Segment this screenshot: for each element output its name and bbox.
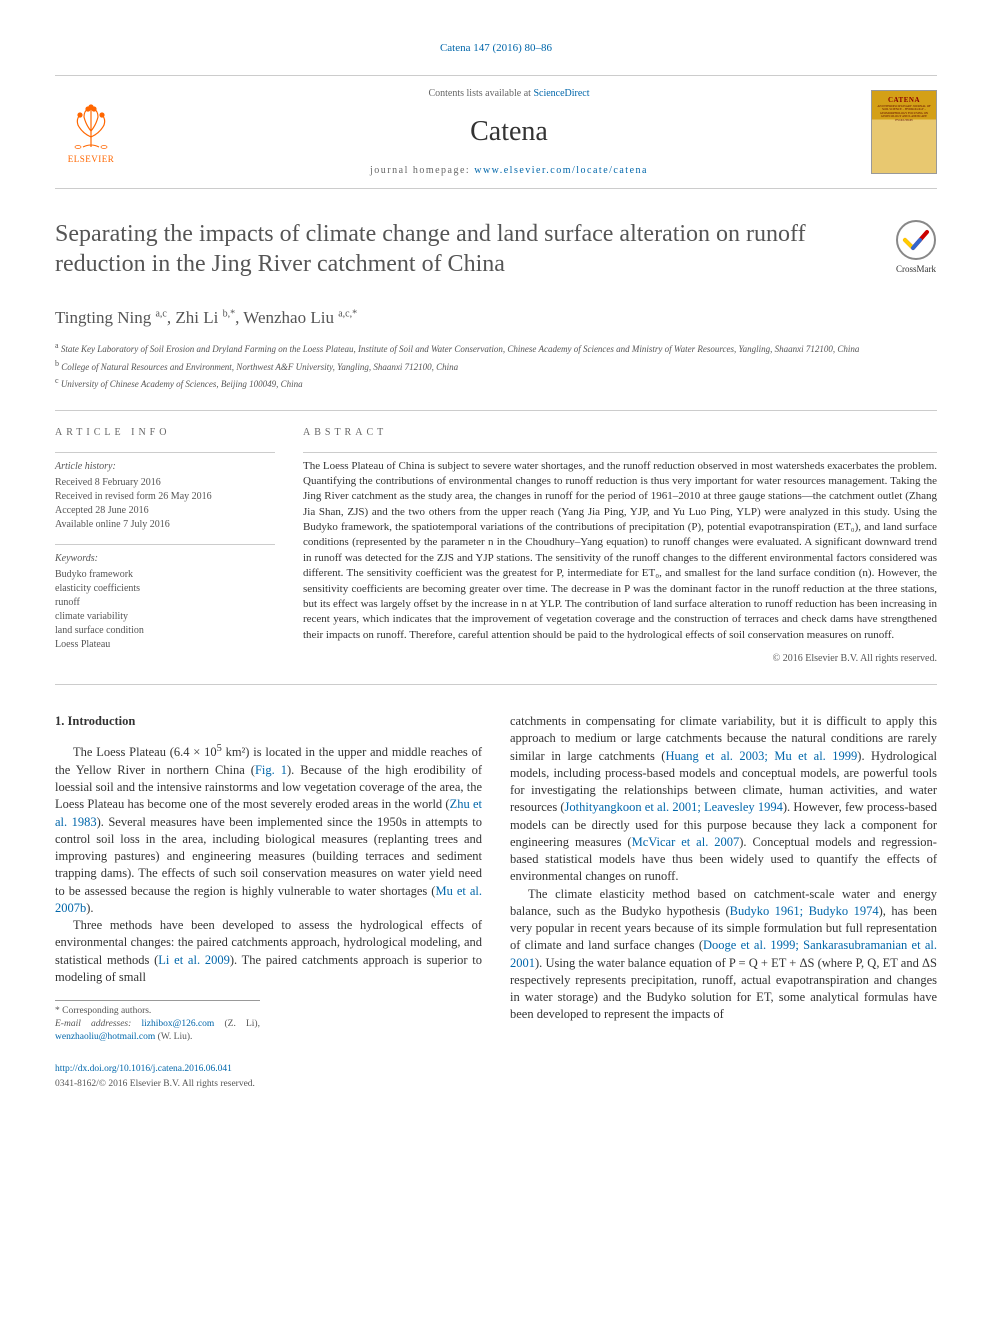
corresponding-line: * Corresponding authors.: [55, 1005, 260, 1018]
top-citation-link[interactable]: Catena 147 (2016) 80–86: [440, 42, 552, 54]
section-number: 1.: [55, 714, 64, 728]
history-line: Received 8 February 2016: [55, 476, 275, 490]
ref-mcvicar2007[interactable]: McVicar et al. 2007: [632, 835, 740, 849]
email1-link[interactable]: lizhibox@126.com: [141, 1019, 214, 1029]
abstract-copyright: © 2016 Elsevier B.V. All rights reserved…: [303, 651, 937, 666]
title-row: Separating the impacts of climate change…: [55, 219, 937, 293]
section-heading: 1. Introduction: [55, 713, 482, 730]
article-title: Separating the impacts of climate change…: [55, 219, 875, 279]
keyword-lines: Budyko frameworkelasticity coefficientsr…: [55, 568, 275, 652]
homepage-link[interactable]: www.elsevier.com/locate/catena: [474, 165, 648, 176]
fig1-link[interactable]: Fig. 1: [255, 763, 287, 777]
keyword-line: elasticity coefficients: [55, 582, 275, 596]
history-line: Accepted 28 June 2016: [55, 504, 275, 518]
journal-cover-thumbnail: CATENA AN INTERDISCIPLINARY JOURNAL OF S…: [871, 90, 937, 174]
history-line: Received in revised form 26 May 2016: [55, 490, 275, 504]
footer-block: http://dx.doi.org/10.1016/j.catena.2016.…: [55, 1062, 937, 1091]
col2-para1: catchments in compensating for climate v…: [510, 713, 937, 886]
abstract-column: abstract The Loess Plateau of China is s…: [303, 425, 937, 667]
affiliation-line: b College of Natural Resources and Envir…: [55, 358, 937, 375]
affiliation-line: c University of Chinese Academy of Scien…: [55, 375, 937, 392]
affiliations: a State Key Laboratory of Soil Erosion a…: [55, 340, 937, 392]
info-abstract-row: article info Article history: Received 8…: [55, 411, 937, 685]
sciencedirect-link[interactable]: ScienceDirect: [533, 88, 589, 99]
footnotes: * Corresponding authors. E-mail addresse…: [55, 1000, 260, 1044]
top-citation: Catena 147 (2016) 80–86: [55, 40, 937, 57]
keyword-line: land surface condition: [55, 624, 275, 638]
corresponding-text: Corresponding authors.: [62, 1006, 151, 1016]
col2-para2: The climate elasticity method based on c…: [510, 886, 937, 1024]
doi-link[interactable]: http://dx.doi.org/10.1016/j.catena.2016.…: [55, 1064, 232, 1074]
header-band: ELSEVIER Contents lists available at Sci…: [55, 75, 937, 189]
history-line: Available online 7 July 2016: [55, 518, 275, 532]
crossmark-badge[interactable]: CrossMark: [895, 219, 937, 277]
email2-link[interactable]: wenzhaoliu@hotmail.com: [55, 1032, 155, 1042]
affiliation-line: a State Key Laboratory of Soil Erosion a…: [55, 340, 937, 357]
elsevier-logo: ELSEVIER: [55, 96, 127, 168]
journal-name: Catena: [147, 111, 871, 153]
keyword-line: climate variability: [55, 610, 275, 624]
body-col-left: 1. Introduction The Loess Plateau (6.4 ×…: [55, 713, 482, 1044]
col1-para1: The Loess Plateau (6.4 × 105 km²) is loc…: [55, 742, 482, 917]
crossmark-label: CrossMark: [896, 263, 936, 277]
title-block: Separating the impacts of climate change…: [55, 219, 875, 293]
history-lines: Received 8 February 2016Received in revi…: [55, 476, 275, 532]
abstract-heading: abstract: [303, 425, 937, 440]
keyword-line: Budyko framework: [55, 568, 275, 582]
history-heading: Article history:: [55, 452, 275, 474]
email-line: E-mail addresses: lizhibox@126.com (Z. L…: [55, 1018, 260, 1044]
email-label: E-mail addresses:: [55, 1019, 131, 1029]
cover-thumb-subtitle: AN INTERDISCIPLINARY JOURNAL OF SOIL SCI…: [874, 105, 934, 123]
homepage-prefix: journal homepage:: [370, 165, 474, 176]
body-columns: 1. Introduction The Loess Plateau (6.4 ×…: [55, 713, 937, 1044]
elsevier-logo-text: ELSEVIER: [68, 153, 115, 167]
divider-bottom: [55, 684, 937, 685]
header-center: Contents lists available at ScienceDirec…: [147, 86, 871, 178]
abstract-body: The Loess Plateau of China is subject to…: [303, 452, 937, 644]
keyword-line: Loess Plateau: [55, 638, 275, 652]
body-col-right: catchments in compensating for climate v…: [510, 713, 937, 1044]
keyword-line: runoff: [55, 596, 275, 610]
authors-line: Tingting Ning a,c, Zhi Li b,*, Wenzhao L…: [55, 305, 937, 331]
ref-budyko[interactable]: Budyko 1961; Budyko 1974: [730, 904, 879, 918]
tree-icon: [64, 97, 118, 151]
ref-li2009[interactable]: Li et al. 2009: [158, 953, 230, 967]
email2-who: (W. Liu).: [158, 1032, 193, 1042]
ref-jothi2001[interactable]: Jothityangkoon et al. 2001; Leavesley 19…: [565, 800, 783, 814]
ref-huang2003[interactable]: Huang et al. 2003; Mu et al. 1999: [665, 749, 857, 763]
article-info-heading: article info: [55, 425, 275, 440]
col1-para2: Three methods have been developed to ass…: [55, 917, 482, 986]
keywords-heading: Keywords:: [55, 544, 275, 566]
homepage-line: journal homepage: www.elsevier.com/locat…: [147, 163, 871, 178]
page-root: Catena 147 (2016) 80–86: [0, 0, 992, 1131]
email1-who: (Z. Li),: [224, 1019, 259, 1029]
crossmark-icon: [895, 219, 937, 261]
footnote-marker: *: [55, 1006, 60, 1016]
issn-line: 0341-8162/© 2016 Elsevier B.V. All right…: [55, 1077, 937, 1091]
section-title: Introduction: [68, 714, 136, 728]
article-info-column: article info Article history: Received 8…: [55, 425, 275, 667]
contents-prefix: Contents lists available at: [428, 88, 533, 99]
contents-line: Contents lists available at ScienceDirec…: [147, 86, 871, 101]
